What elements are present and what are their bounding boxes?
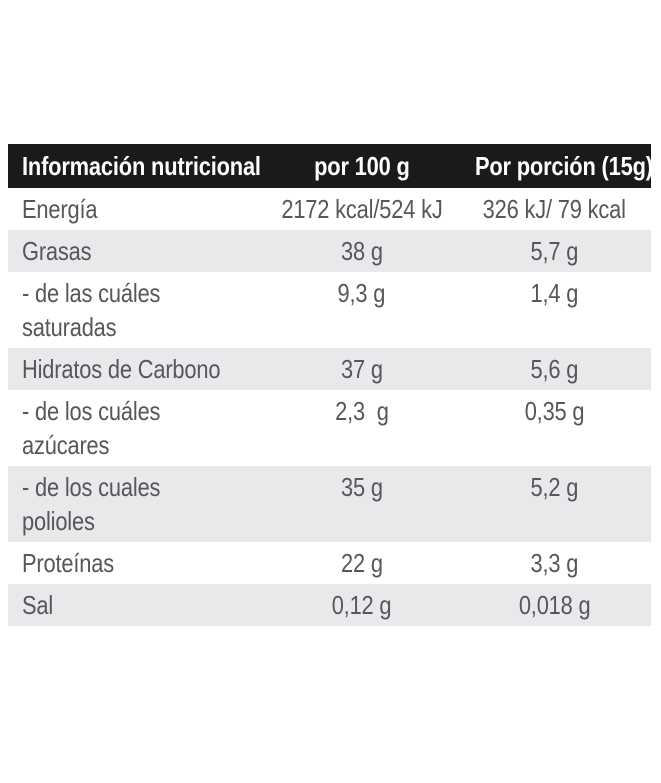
value-per-100g-cell: 2172 kcal/524 kJ bbox=[265, 188, 458, 230]
nutrient-label: Sal bbox=[22, 590, 54, 620]
nutrient-label: - de los cuales polioles bbox=[22, 472, 161, 536]
nutrient-label: - de las cuáles saturadas bbox=[22, 278, 161, 342]
header-info-nutricional: Información nutricional bbox=[8, 144, 266, 188]
value-per-100g: 38 g bbox=[340, 236, 383, 266]
table-row: Sal 0,12 g 0,018 g bbox=[8, 584, 651, 626]
value-per-100g-cell: 35 g bbox=[265, 466, 459, 542]
value-per-portion: 1,4 g bbox=[530, 278, 579, 308]
value-per-portion-cell: 0,35 g bbox=[458, 390, 651, 466]
value-per-100g: 2172 kcal/524 kJ bbox=[281, 194, 443, 224]
value-per-portion: 0,35 g bbox=[524, 396, 585, 426]
nutrient-label: Energía bbox=[22, 194, 98, 224]
value-per-portion-cell: 3,3 g bbox=[458, 542, 651, 584]
value-per-portion-cell: 5,7 g bbox=[458, 230, 651, 272]
nutrient-label-cell: Sal bbox=[8, 584, 266, 626]
table-row: - de los cuales polioles 35 g 5,2 g bbox=[8, 466, 651, 542]
value-per-portion: 5,2 g bbox=[530, 472, 579, 502]
value-per-100g-cell: 22 g bbox=[265, 542, 458, 584]
value-per-100g-cell: 0,12 g bbox=[265, 584, 459, 626]
value-per-portion: 0,018 g bbox=[518, 590, 591, 620]
value-per-portion-cell: 5,6 g bbox=[458, 348, 651, 390]
nutrient-label: Grasas bbox=[22, 236, 92, 266]
nutrient-label-cell: - de los cuáles azúcares bbox=[8, 390, 265, 466]
value-per-100g-cell: 37 g bbox=[265, 348, 459, 390]
value-per-portion-cell: 5,2 g bbox=[458, 466, 651, 542]
nutrient-label-cell: - de los cuales polioles bbox=[8, 466, 266, 542]
value-per-portion: 5,6 g bbox=[530, 354, 579, 384]
value-per-100g-cell: 9,3 g bbox=[265, 272, 458, 348]
table-row: - de las cuáles saturadas 9,3 g 1,4 g bbox=[8, 272, 651, 348]
table-row: Hidratos de Carbono 37 g 5,6 g bbox=[8, 348, 651, 390]
nutrient-label: - de los cuáles azúcares bbox=[22, 396, 161, 460]
value-per-portion-cell: 0,018 g bbox=[458, 584, 651, 626]
value-per-100g: 0,12 g bbox=[331, 590, 392, 620]
nutrient-label: Hidratos de Carbono bbox=[22, 354, 221, 384]
value-per-100g-cell: 2,3 g bbox=[265, 390, 458, 466]
value-per-portion: 326 kJ/ 79 kcal bbox=[482, 194, 627, 224]
table-row: Energía 2172 kcal/524 kJ 326 kJ/ 79 kcal bbox=[8, 188, 651, 230]
value-per-100g-cell: 38 g bbox=[265, 230, 459, 272]
nutrient-label-cell: Energía bbox=[8, 188, 265, 230]
header-info-nutricional-label: Información nutricional bbox=[22, 151, 261, 181]
header-por-100g: por 100 g bbox=[265, 144, 459, 188]
value-per-portion-cell: 326 kJ/ 79 kcal bbox=[458, 188, 651, 230]
header-por-porcion-label: Por porción (15g) bbox=[475, 151, 653, 181]
table-row: Grasas 38 g 5,7 g bbox=[8, 230, 651, 272]
nutrition-facts-table: Información nutricional por 100 g Por po… bbox=[8, 144, 653, 626]
header-por-100g-label: por 100 g bbox=[313, 151, 410, 181]
value-per-100g: 9,3 g bbox=[337, 278, 386, 308]
value-per-100g: 35 g bbox=[340, 472, 383, 502]
value-per-portion: 3,3 g bbox=[530, 548, 579, 578]
nutrient-label-cell: Proteínas bbox=[8, 542, 265, 584]
nutrient-label-cell: Hidratos de Carbono bbox=[8, 348, 266, 390]
table-row: Proteínas 22 g 3,3 g bbox=[8, 542, 651, 584]
nutrient-label-cell: Grasas bbox=[8, 230, 266, 272]
header-row: Información nutricional por 100 g Por po… bbox=[8, 144, 653, 188]
value-per-100g: 37 g bbox=[340, 354, 383, 384]
header-por-porcion: Por porción (15g) bbox=[458, 144, 653, 188]
value-per-100g: 22 g bbox=[340, 548, 383, 578]
nutrient-label: Proteínas bbox=[22, 548, 114, 578]
table-row: - de los cuáles azúcares 2,3 g 0,35 g bbox=[8, 390, 651, 466]
value-per-portion-cell: 1,4 g bbox=[458, 272, 651, 348]
value-per-100g: 2,3 g bbox=[334, 396, 389, 426]
nutrient-label-cell: - de las cuáles saturadas bbox=[8, 272, 265, 348]
value-per-portion: 5,7 g bbox=[530, 236, 579, 266]
